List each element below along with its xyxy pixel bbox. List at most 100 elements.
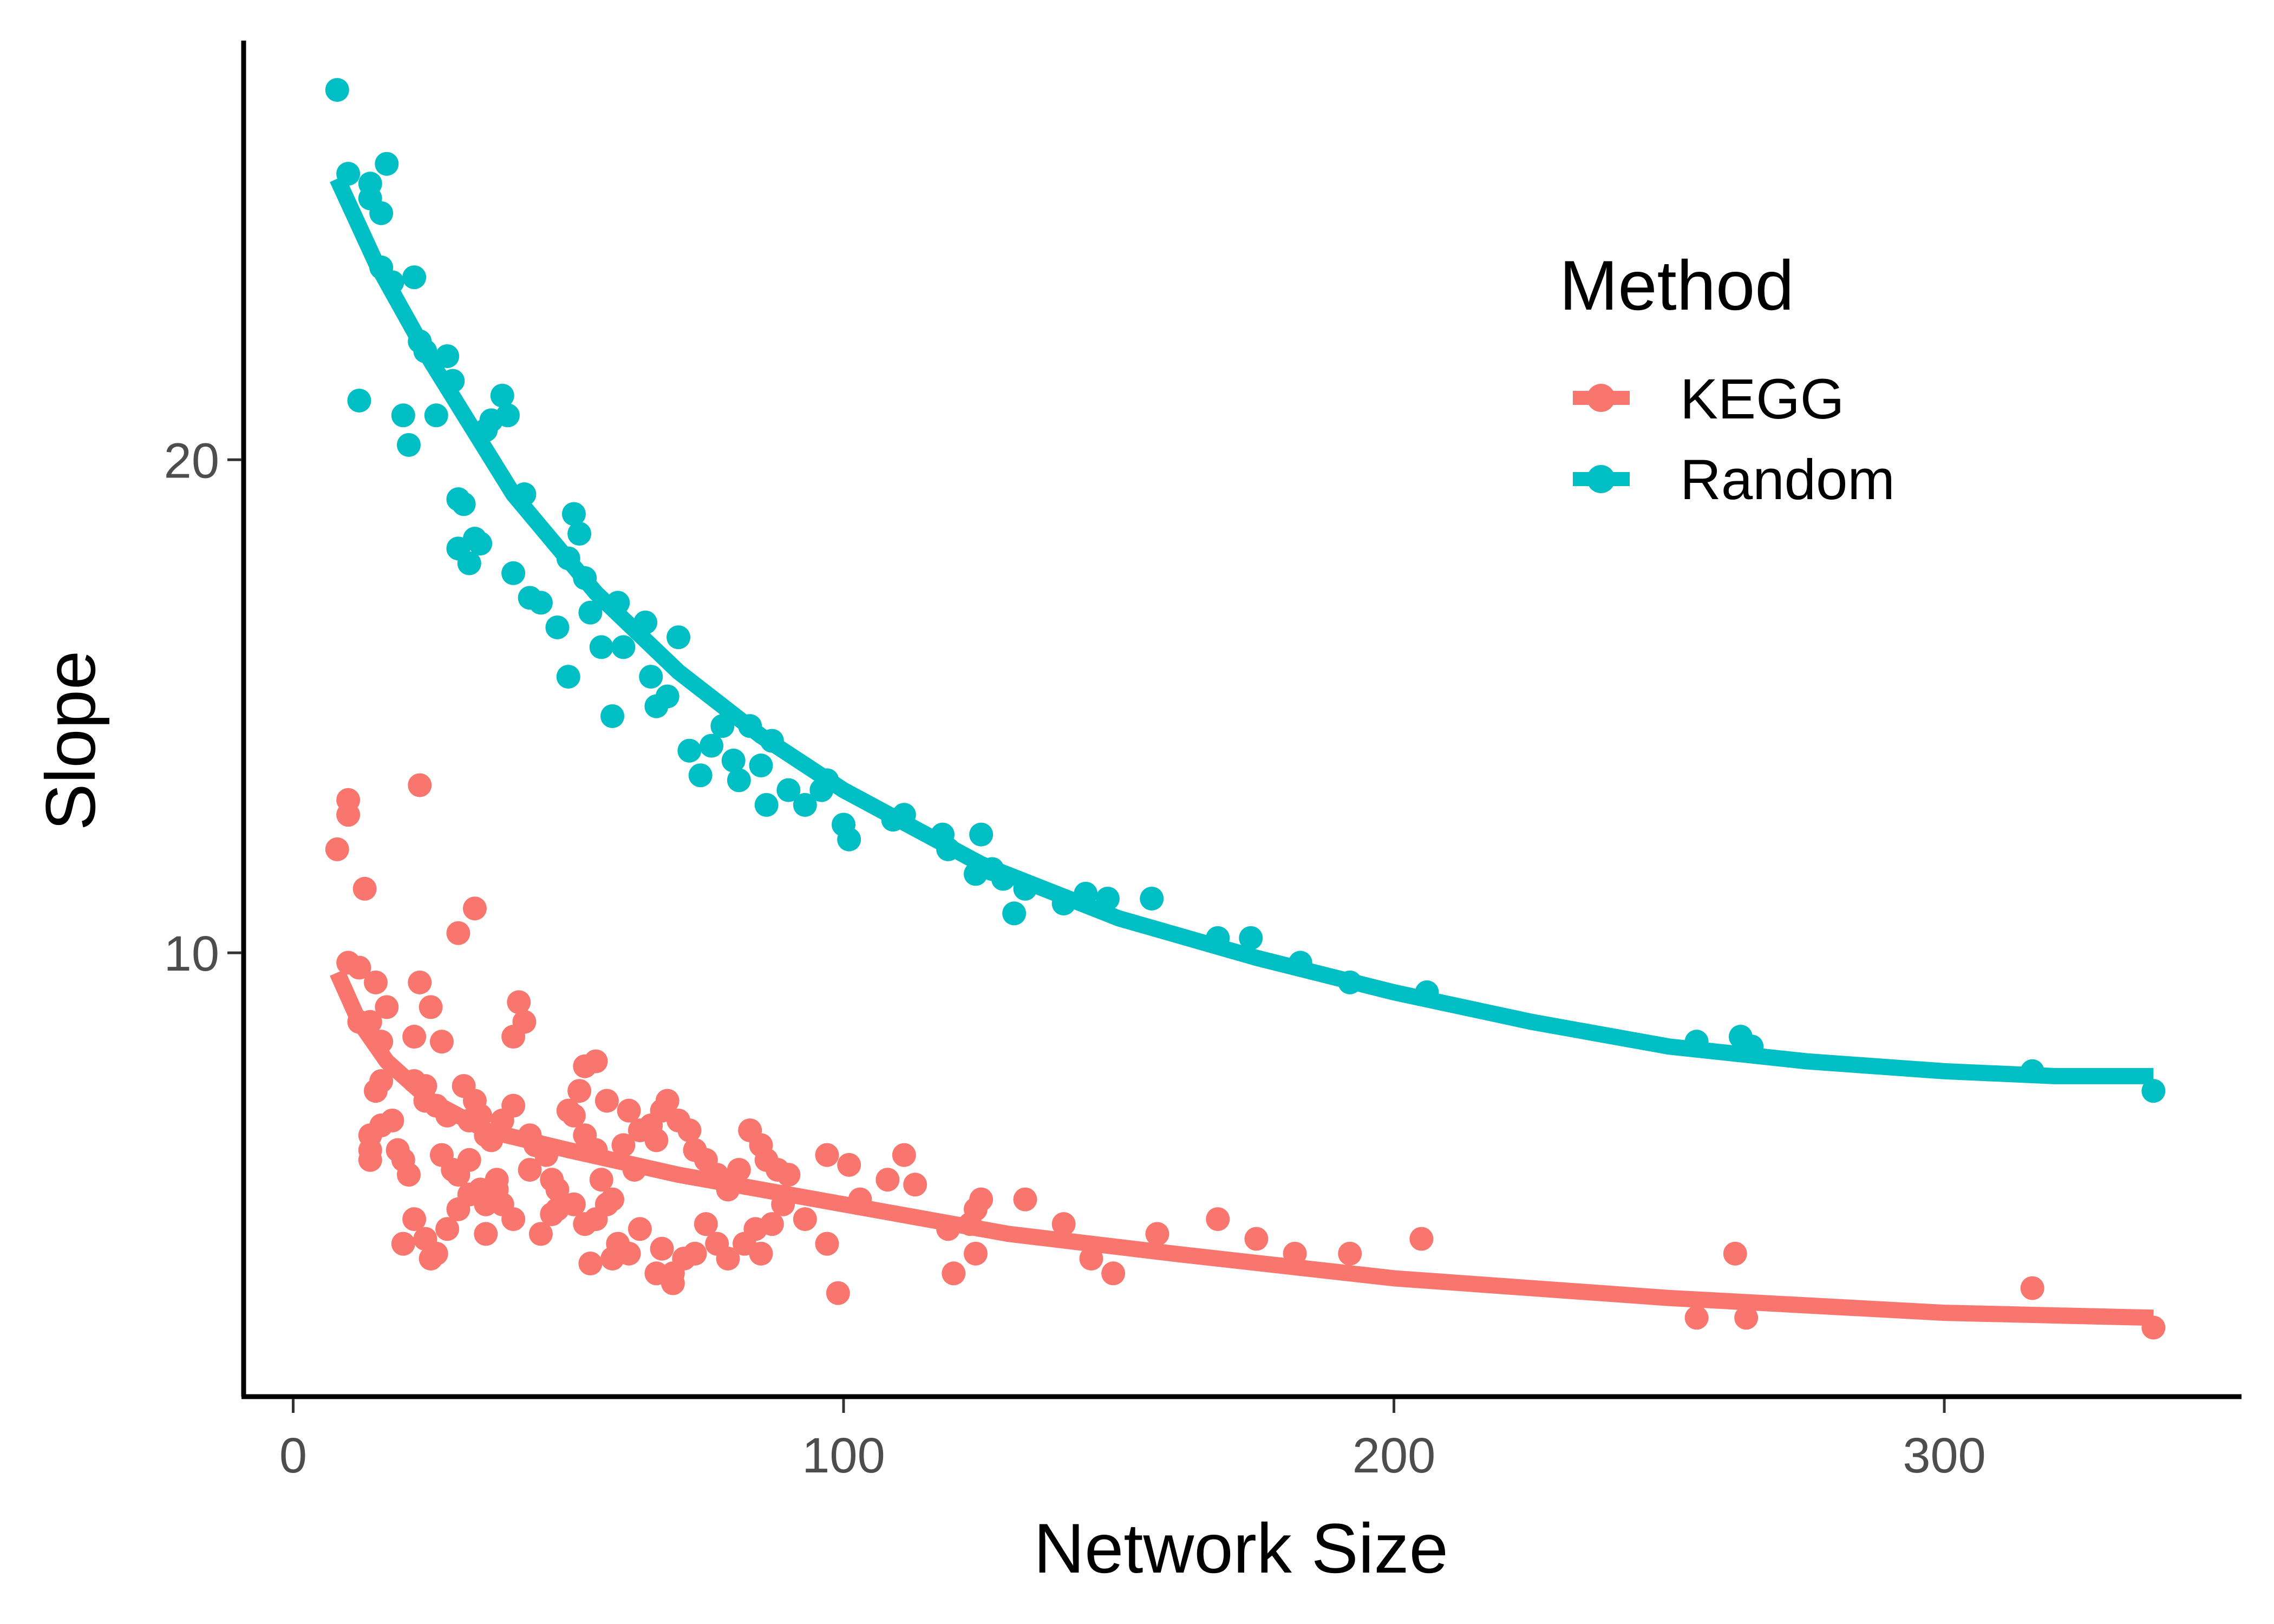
data-point	[837, 827, 861, 852]
data-point	[727, 1157, 751, 1182]
data-point	[661, 1271, 685, 1295]
data-point	[963, 1241, 988, 1266]
x-axis-ticks: 0 100 200 300	[279, 1399, 1986, 1483]
legend-label-random: Random	[1680, 448, 1895, 512]
data-point	[402, 265, 427, 290]
data-point	[391, 1232, 415, 1256]
data-point	[452, 492, 476, 516]
data-point	[1101, 1261, 1126, 1286]
data-point	[325, 78, 349, 102]
data-point	[358, 172, 382, 196]
data-point	[1734, 1306, 1759, 1330]
data-point	[380, 1108, 404, 1132]
data-point	[1244, 1227, 1269, 1251]
legend-label-kegg: KEGG	[1680, 368, 1844, 431]
y-axis-ticks: 10 20	[164, 433, 241, 981]
data-point	[419, 995, 443, 1019]
data-point	[358, 1138, 382, 1162]
data-point	[655, 684, 679, 709]
data-point	[528, 591, 553, 615]
data-point	[490, 383, 514, 408]
data-point	[336, 803, 361, 827]
data-point	[369, 201, 394, 225]
data-point	[700, 734, 724, 758]
data-point	[402, 1207, 427, 1232]
data-point	[793, 793, 817, 817]
data-point	[589, 1168, 613, 1192]
data-point	[375, 152, 399, 176]
data-point	[402, 1025, 427, 1049]
data-point	[1002, 901, 1027, 926]
x-tick-label: 200	[1352, 1428, 1436, 1483]
data-point	[391, 403, 415, 428]
data-point	[688, 763, 713, 788]
data-point	[457, 1182, 481, 1207]
data-point	[1239, 926, 1263, 950]
data-point	[969, 822, 994, 847]
data-point	[474, 1222, 498, 1246]
data-point	[2141, 1079, 2166, 1103]
data-point	[545, 1177, 570, 1202]
y-tick-label: 20	[164, 433, 219, 488]
fit-line	[330, 969, 2154, 1326]
data-point	[875, 1168, 900, 1192]
data-point	[837, 1152, 861, 1177]
data-point	[424, 403, 448, 428]
x-axis-title: Network Size	[1034, 1509, 1448, 1588]
data-point	[561, 1103, 586, 1128]
data-point	[567, 521, 592, 546]
data-point	[363, 970, 388, 994]
data-point	[584, 1049, 608, 1073]
data-point	[561, 502, 586, 526]
data-point	[594, 1089, 619, 1113]
x-tick-label: 0	[279, 1428, 307, 1483]
data-point	[815, 1232, 839, 1256]
x-tick-label: 300	[1903, 1428, 1986, 1483]
data-point	[749, 754, 773, 778]
data-point	[396, 433, 421, 457]
data-point	[457, 1148, 481, 1172]
data-point	[435, 1217, 460, 1241]
data-point	[892, 1143, 916, 1167]
data-point	[1723, 1241, 1747, 1266]
data-point	[325, 837, 349, 861]
data-point	[396, 1163, 421, 1187]
data-point	[655, 1089, 679, 1113]
data-point	[650, 1236, 674, 1261]
data-point	[561, 1192, 586, 1216]
data-point	[501, 561, 526, 585]
data-point	[1145, 1222, 1169, 1246]
data-point	[1409, 1227, 1434, 1251]
data-point	[617, 1098, 641, 1123]
legend-key-dot	[1587, 384, 1615, 412]
data-point	[429, 1030, 454, 1054]
data-point	[776, 1163, 801, 1187]
fit-line	[330, 175, 2154, 1084]
data-point	[408, 970, 432, 994]
data-point	[1206, 1207, 1230, 1232]
data-point	[628, 1217, 652, 1241]
legend-key-dot	[1587, 465, 1615, 493]
data-point	[677, 738, 702, 763]
legend-item-random: Random	[1573, 448, 1895, 512]
data-point	[942, 1261, 966, 1286]
data-point	[594, 1192, 619, 1216]
data-point	[528, 1222, 553, 1246]
data-point	[1051, 1212, 1076, 1236]
data-point	[419, 1246, 443, 1271]
legend: Method KEGG Random	[1559, 246, 1895, 512]
data-point	[683, 1241, 707, 1266]
data-point	[408, 773, 432, 797]
data-point	[639, 665, 663, 689]
data-point	[435, 344, 460, 368]
data-point	[485, 1177, 509, 1202]
data-point	[545, 615, 570, 639]
data-point	[611, 1133, 636, 1157]
data-point	[716, 1246, 740, 1271]
data-point	[826, 1281, 850, 1305]
data-point	[760, 1212, 784, 1236]
data-point	[1013, 1187, 1037, 1212]
data-point	[501, 1207, 526, 1232]
data-point	[446, 921, 471, 945]
data-point	[578, 1252, 603, 1276]
